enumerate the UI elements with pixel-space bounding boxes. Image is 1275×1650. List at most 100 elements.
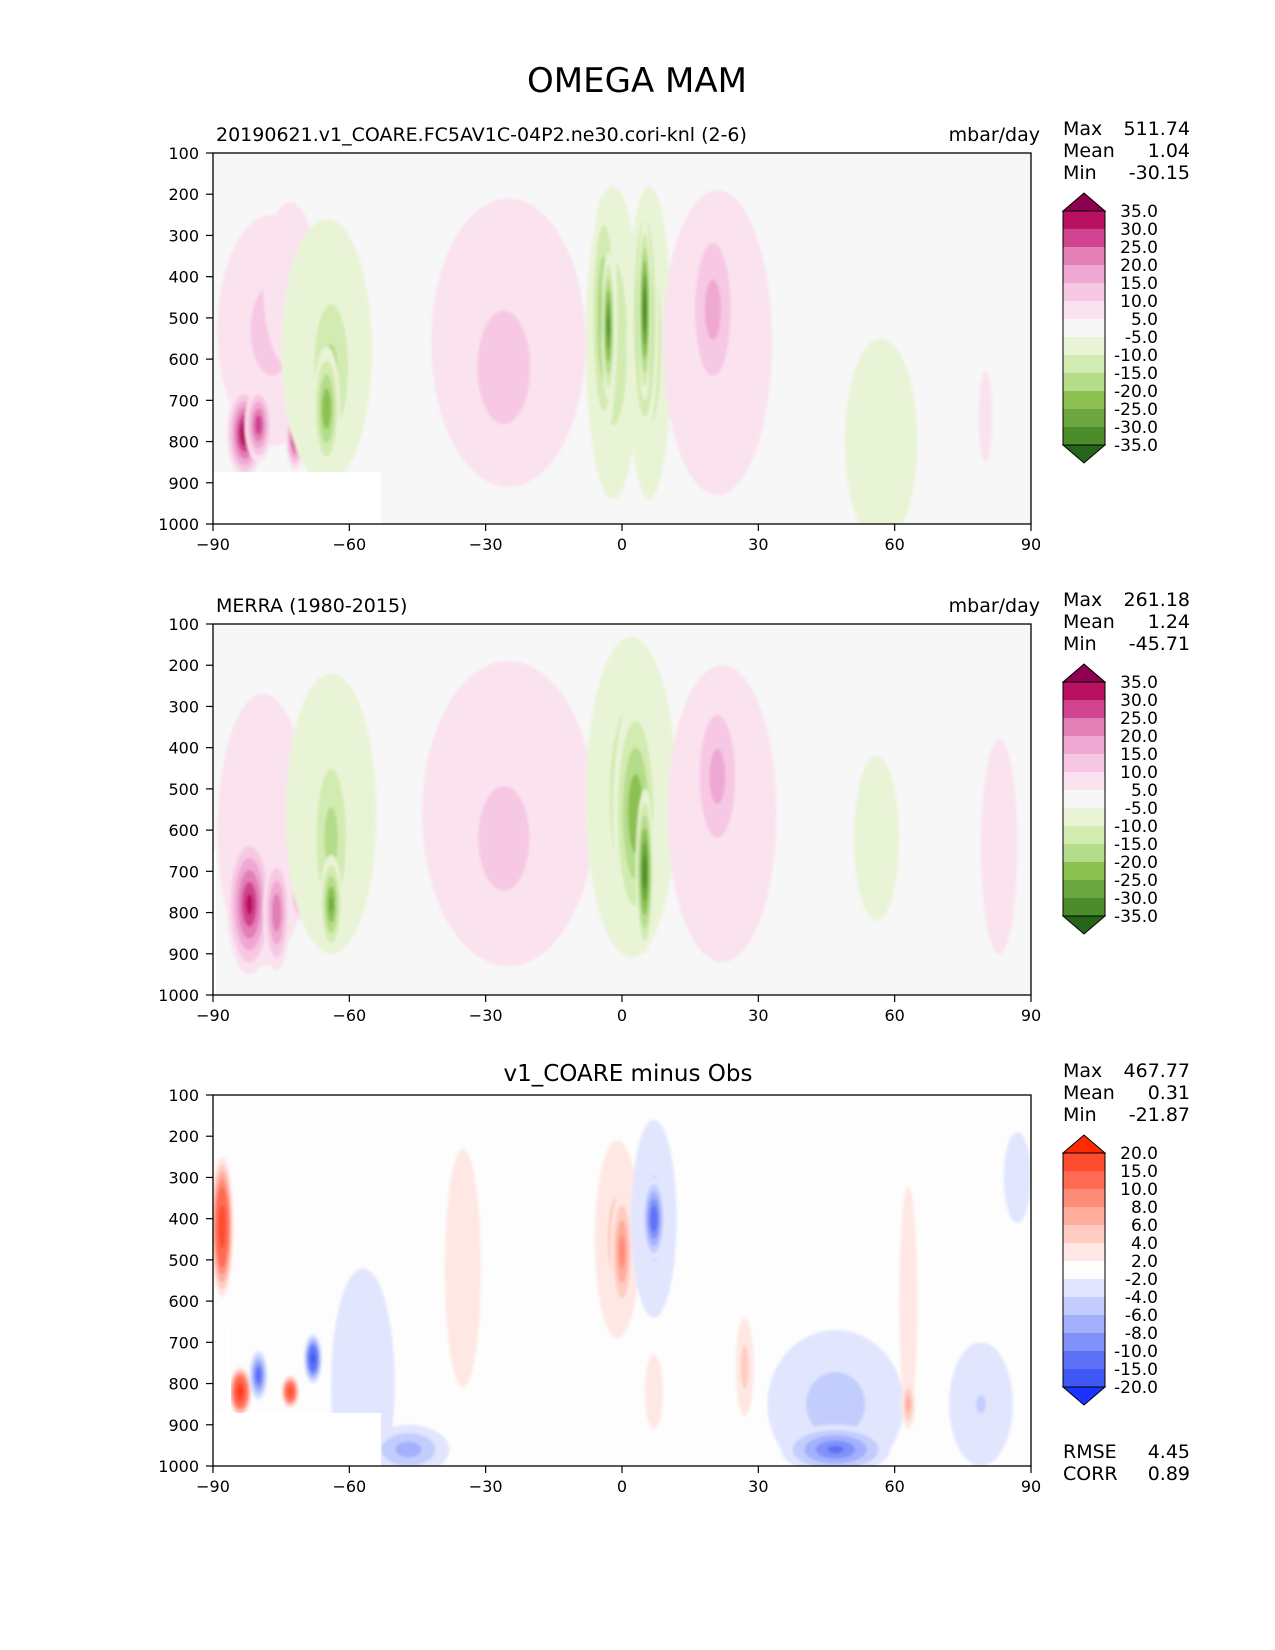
stat-value: -21.87 <box>1129 1104 1190 1126</box>
contour-region <box>704 279 721 340</box>
colorbar-label: 20.0 <box>1120 727 1158 747</box>
contour-region <box>618 1234 626 1269</box>
colorbar-swatch <box>1063 319 1105 337</box>
contour-field <box>217 636 1018 975</box>
colorbar-label: 15.0 <box>1120 274 1158 294</box>
panel-test: 20190621.v1_COARE.FC5AV1C-04P2.ne30.cori… <box>158 118 1190 554</box>
colorbar-label: 25.0 <box>1120 709 1158 729</box>
colorbar-label: -25.0 <box>1114 871 1158 891</box>
y-tick-label: 1000 <box>158 515 199 534</box>
contour-region <box>255 1367 262 1384</box>
y-tick-label: 500 <box>168 780 199 799</box>
colorbar-swatch <box>1063 409 1105 427</box>
colorbar-swatch <box>1063 898 1105 916</box>
colorbar-swatch <box>1063 265 1105 283</box>
colorbar-swatch <box>1063 1261 1105 1279</box>
colorbar-extend-min <box>1061 1386 1107 1406</box>
x-axis: −90 −60 −30 0 30 60 90 <box>196 995 1041 1025</box>
colorbar-swatch <box>1063 283 1105 301</box>
contour-region <box>245 893 253 915</box>
colorbar-label: -10.0 <box>1114 817 1158 837</box>
y-axis: 100 200 300 400 500 600 700 800 900 1000 <box>158 615 213 1005</box>
x-tick-label: 90 <box>1021 1006 1041 1025</box>
colorbar-label: -6.0 <box>1125 1306 1158 1326</box>
colorbar-swatch <box>1063 1279 1105 1297</box>
x-tick-label: 60 <box>884 1006 904 1025</box>
colorbar-label: -35.0 <box>1114 436 1158 456</box>
y-tick-label: 100 <box>168 1086 199 1105</box>
y-tick-label: 100 <box>168 615 199 634</box>
colorbar-swatch <box>1063 808 1105 826</box>
contour-region <box>478 786 530 891</box>
stats-block: Max 261.18 Mean 1.24 Min -45.71 <box>1063 589 1190 655</box>
colorbar-label: -5.0 <box>1125 799 1158 819</box>
colorbar-swatch <box>1063 736 1105 754</box>
colorbar-frame <box>1062 210 1106 446</box>
colorbar-swatch <box>1063 211 1105 229</box>
stat-label: Mean <box>1063 611 1115 633</box>
colorbar-label: 30.0 <box>1120 691 1158 711</box>
x-tick-label: 90 <box>1021 535 1041 554</box>
stat-label: Max <box>1063 118 1102 140</box>
colorbar-label: -15.0 <box>1114 1360 1158 1380</box>
figure-title: OMEGA MAM <box>527 61 747 101</box>
colorbar-swatch <box>1063 1207 1105 1225</box>
colorbar-label: -25.0 <box>1114 400 1158 420</box>
stat-value: 511.74 <box>1124 118 1190 140</box>
colorbar-label: 35.0 <box>1120 673 1158 693</box>
y-tick-label: 900 <box>168 945 199 964</box>
y-tick-label: 200 <box>168 185 199 204</box>
x-tick-label: −60 <box>332 535 366 554</box>
colorbar-extend-max <box>1061 663 1107 683</box>
y-tick-label: 400 <box>168 1210 199 1229</box>
colorbar-label: -4.0 <box>1125 1288 1158 1308</box>
colorbar-label: 6.0 <box>1131 1216 1158 1236</box>
colorbar-label: -10.0 <box>1114 1342 1158 1362</box>
colorbar-frame <box>1062 1152 1106 1388</box>
contour-region <box>444 1148 482 1388</box>
y-tick-label: 800 <box>168 904 199 923</box>
colorbar-label: 8.0 <box>1131 1198 1158 1218</box>
stat-value: 0.89 <box>1148 1463 1190 1485</box>
x-tick-label: −30 <box>469 1477 503 1496</box>
panel-title: v1_COARE minus Obs <box>504 1061 753 1087</box>
colorbar-label: -8.0 <box>1125 1324 1158 1344</box>
stat-value: -30.15 <box>1129 162 1190 184</box>
x-tick-label: −60 <box>332 1477 366 1496</box>
colorbar-swatch <box>1063 826 1105 844</box>
colorbar-frame <box>1062 681 1106 917</box>
y-tick-label: 1000 <box>158 1457 199 1476</box>
colorbar-label: -20.0 <box>1114 853 1158 873</box>
colorbar-label: -15.0 <box>1114 364 1158 384</box>
colorbar: 20.015.010.08.06.04.02.0-2.0-4.0-6.0-8.0… <box>1061 1134 1158 1406</box>
y-tick-label: 400 <box>168 268 199 287</box>
x-tick-label: 0 <box>617 535 627 554</box>
colorbar: 35.030.025.020.015.010.05.0-5.0-10.0-15.… <box>1061 663 1158 935</box>
colorbar-extend-min <box>1061 444 1107 464</box>
y-tick-label: 600 <box>168 1292 199 1311</box>
colorbar-label: 15.0 <box>1120 1162 1158 1182</box>
y-tick-label: 200 <box>168 1127 199 1146</box>
stats-block: Max 467.77 Mean 0.31 Min -21.87 <box>1063 1060 1190 1126</box>
colorbar-swatch <box>1063 1315 1105 1333</box>
x-tick-label: −90 <box>196 1477 230 1496</box>
stat-value: 261.18 <box>1124 589 1190 611</box>
colorbar-label: 20.0 <box>1120 256 1158 276</box>
contour-field <box>217 185 993 524</box>
colorbar-swatch <box>1063 700 1105 718</box>
contour-region <box>218 1205 226 1249</box>
x-tick-label: 30 <box>748 535 768 554</box>
y-axis: 100 200 300 400 500 600 700 800 900 1000 <box>158 1086 213 1476</box>
colorbar-label: -5.0 <box>1125 328 1158 348</box>
panel-reference: MERRA (1980-2015) mbar/day 1002003004005… <box>158 589 1190 1025</box>
colorbar-swatch <box>1063 790 1105 808</box>
contour-region <box>740 1345 749 1389</box>
missing-data-region <box>213 1323 381 1467</box>
stat-label: Max <box>1063 1060 1102 1082</box>
x-tick-label: −90 <box>196 1006 230 1025</box>
colorbar-label: -30.0 <box>1114 889 1158 909</box>
colorbar-extend-max <box>1061 192 1107 212</box>
stat-label: Min <box>1063 162 1097 184</box>
panel-title: 20190621.v1_COARE.FC5AV1C-04P2.ne30.cori… <box>216 124 747 146</box>
y-tick-label: 900 <box>168 1416 199 1435</box>
